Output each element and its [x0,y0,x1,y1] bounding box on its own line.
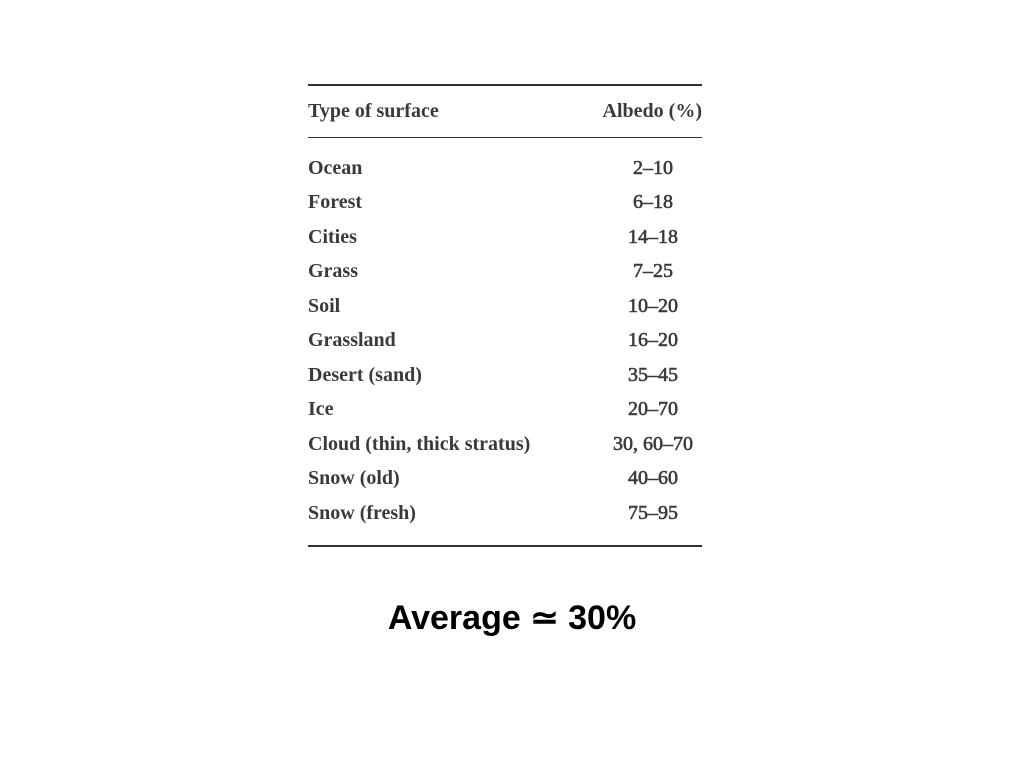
surface-type-cell: Cloud (thin, thick stratus) [308,432,531,455]
table-row: Forest 6–18 [308,186,702,221]
albedo-value-cell: 75–95 [628,501,679,524]
surface-type-cell: Soil [308,294,341,317]
surface-type-cell: Grass [308,260,358,283]
albedo-value-cell: 20–70 [628,398,679,421]
surface-type-cell: Cities [308,225,357,248]
albedo-value-cell: 7–25 [633,260,674,283]
table-row: Ice 20–70 [308,393,702,428]
albedo-value-cell: 6–18 [633,191,674,214]
table-row: Cities 14–18 [308,220,702,255]
albedo-value-cell: 35–45 [628,363,679,386]
table-header-row: Type of surface Albedo (%) [308,85,702,138]
table-row: Grassland 16–20 [308,324,702,359]
albedo-value-cell: 30, 60–70 [613,432,694,455]
surface-type-cell: Grassland [308,329,396,352]
header-albedo: Albedo (%) [602,100,702,122]
table-body: Ocean 2–10 Forest 6–18 Cities 14–18 Gras… [308,138,702,546]
table-row: Snow (old) 40–60 [308,462,702,497]
table-header: Type of surface Albedo (%) [308,85,702,138]
albedo-table-container: Type of surface Albedo (%) Ocean 2–10 Fo… [308,84,702,547]
surface-type-cell: Forest [308,191,363,214]
table-row: Desert (sand) 35–45 [308,358,702,393]
table-row: Soil 10–20 [308,289,702,324]
albedo-value-cell: 16–20 [628,329,679,352]
table-row: Ocean 2–10 [308,138,702,186]
table-row: Cloud (thin, thick stratus) 30, 60–70 [308,427,702,462]
header-type-of-surface: Type of surface [308,100,439,122]
surface-type-cell: Snow (fresh) [308,501,416,524]
table-row: Grass 7–25 [308,255,702,290]
albedo-value-cell: 2–10 [633,156,674,179]
surface-type-cell: Snow (old) [308,467,400,490]
table-row: Snow (fresh) 75–95 [308,496,702,546]
surface-type-cell: Ocean [308,156,363,179]
albedo-value-cell: 10–20 [628,294,679,317]
albedo-table: Type of surface Albedo (%) Ocean 2–10 Fo… [308,84,702,547]
surface-type-cell: Desert (sand) [308,363,422,386]
albedo-value-cell: 40–60 [628,467,679,490]
average-albedo-summary: Average ≃ 30% [387,599,637,637]
surface-type-cell: Ice [308,398,334,421]
albedo-value-cell: 14–18 [628,225,679,248]
